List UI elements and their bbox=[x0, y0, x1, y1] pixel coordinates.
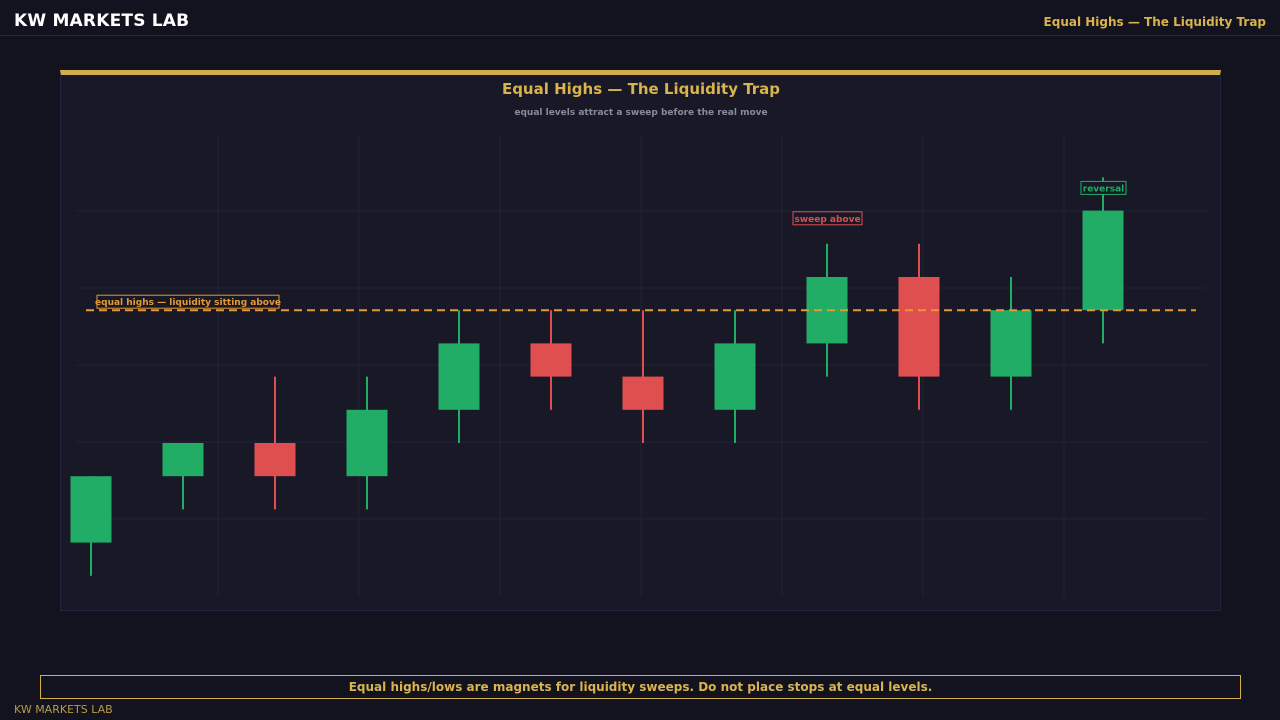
candle-body bbox=[162, 443, 204, 477]
candle-body bbox=[530, 343, 572, 377]
candle-body bbox=[714, 343, 756, 410]
candle bbox=[346, 376, 388, 510]
candle bbox=[438, 310, 480, 443]
candle bbox=[714, 310, 756, 443]
candle-body bbox=[990, 310, 1032, 377]
top-bar: KW MARKETS LAB Equal Highs — The Liquidi… bbox=[0, 0, 1280, 36]
chart-subtitle: equal levels attract a sweep before the … bbox=[514, 108, 767, 118]
equal-highs-label-box bbox=[96, 294, 280, 309]
candle bbox=[530, 310, 572, 410]
candle-body bbox=[254, 443, 296, 477]
equal-highs-label-group: equal highs — liquidity sitting above bbox=[95, 294, 281, 309]
candle bbox=[254, 376, 296, 510]
candle-body bbox=[1082, 210, 1124, 311]
sweep-above-label-box bbox=[792, 211, 863, 226]
page-heading: Equal Highs — The Liquidity Trap bbox=[1043, 15, 1266, 29]
candlestick-chart: Equal Highs — The Liquidity Trap equal l… bbox=[70, 80, 1206, 597]
candle-body bbox=[438, 343, 480, 410]
candle bbox=[70, 476, 112, 576]
candle-layer bbox=[70, 177, 1124, 576]
candle bbox=[990, 277, 1032, 410]
candle-body bbox=[70, 476, 112, 543]
candle bbox=[1082, 177, 1124, 344]
candle-body bbox=[346, 409, 388, 477]
footer-brand: KW MARKETS LAB bbox=[14, 703, 113, 716]
chart-title: Equal Highs — The Liquidity Trap bbox=[502, 80, 780, 98]
reversal-label: reversal bbox=[1083, 184, 1124, 194]
candle-body bbox=[898, 277, 940, 377]
chart-panel: Equal Highs — The Liquidity Trap equal l… bbox=[60, 70, 1221, 611]
brand-logo: KW MARKETS LAB bbox=[14, 11, 190, 31]
sweep-above-label: sweep above bbox=[794, 215, 860, 225]
candle bbox=[162, 443, 204, 510]
footer-note: Equal highs/lows are magnets for liquidi… bbox=[40, 675, 1241, 699]
equal-highs-label: equal highs — liquidity sitting above bbox=[95, 298, 281, 308]
candle bbox=[622, 310, 664, 443]
candle-body bbox=[622, 376, 664, 410]
reversal-label-group: reversal bbox=[1080, 180, 1127, 195]
grid-layer bbox=[76, 135, 1206, 597]
reversal-label-box bbox=[1080, 180, 1127, 195]
sweep-above-label-group: sweep above bbox=[792, 211, 863, 226]
candle bbox=[898, 243, 940, 410]
annotation-layer: equal highs — liquidity sitting above swe… bbox=[86, 180, 1196, 312]
